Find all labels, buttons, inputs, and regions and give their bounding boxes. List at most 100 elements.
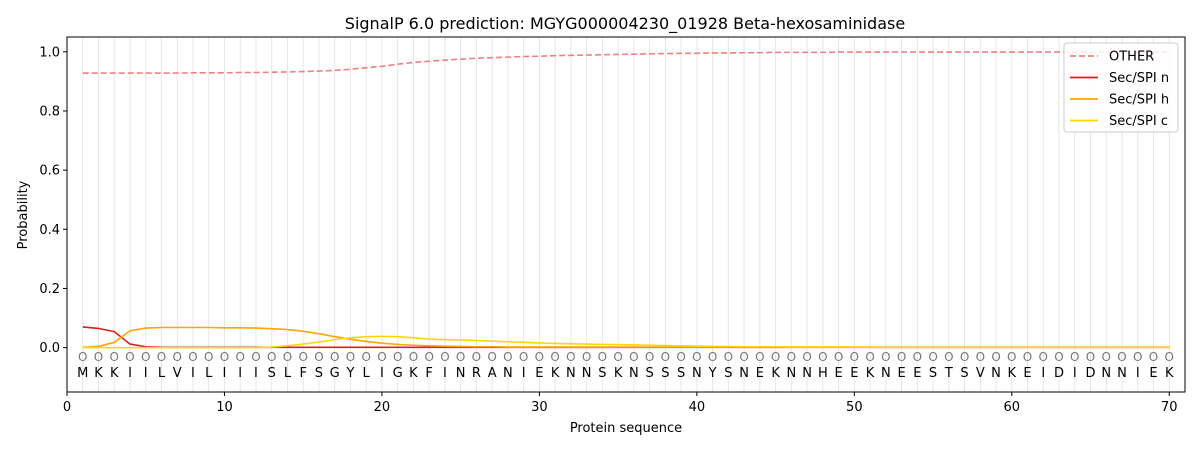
residue-marker: O (818, 350, 827, 364)
sequence-letter: I (380, 366, 384, 381)
sequence-letter: E (1023, 366, 1031, 381)
sequence-letter: A (488, 366, 497, 381)
residue-marker: O (235, 350, 244, 364)
sequence-letter: S (268, 366, 276, 381)
sequence-letter: G (330, 366, 340, 381)
sequence-letter: S (677, 366, 685, 381)
residue-marker: O (613, 350, 622, 364)
residue-marker: O (1133, 350, 1142, 364)
sequence-letter: I (443, 366, 447, 381)
sequence-letter: L (158, 366, 166, 381)
sequence-letter: N (503, 366, 513, 381)
residue-marker: O (424, 350, 433, 364)
x-tick-label: 40 (689, 400, 706, 415)
residue-marker: O (409, 350, 418, 364)
residue-marker: O (267, 350, 276, 364)
sequence-letter: I (1041, 366, 1045, 381)
legend-label-3: Sec/SPI c (1109, 114, 1168, 129)
sequence-letter: N (692, 366, 702, 381)
residue-marker: O (708, 350, 717, 364)
residue-marker: O (991, 350, 1000, 364)
sequence-letter: I (1073, 366, 1077, 381)
x-tick-label: 30 (531, 400, 548, 415)
residue-marker: O (629, 350, 638, 364)
sequence-letter: K (110, 366, 119, 381)
sequence-letter: E (535, 366, 543, 381)
x-axis-ticks: 0 10 20 30 40 50 60 70 (63, 392, 1178, 415)
residue-marker: O (739, 350, 748, 364)
sequence-letter: I (144, 366, 148, 381)
residue-marker: O (566, 350, 575, 364)
residue-marker: O (976, 350, 985, 364)
residue-marker: O (802, 350, 811, 364)
residue-marker: O (204, 350, 213, 364)
residue-marker: O (550, 350, 559, 364)
sequence-letter: I (128, 366, 132, 381)
residue-marker: O (472, 350, 481, 364)
x-tick-label: 20 (374, 400, 391, 415)
sequence-letter: K (866, 366, 875, 381)
series-line-0 (82, 51, 1170, 74)
plot-frame (66, 36, 1186, 393)
residue-marker: O (755, 350, 764, 364)
residue-marker: O (456, 350, 465, 364)
sequence-letter: K (1008, 366, 1017, 381)
residue-marker: O (928, 350, 937, 364)
residue-marker: O (220, 350, 229, 364)
sequence-letter: N (566, 366, 576, 381)
y-tick-label: 0.0 (39, 341, 60, 356)
residue-marker: O (897, 350, 906, 364)
residue-marker: O (94, 350, 103, 364)
residue-marker: O (661, 350, 670, 364)
residue-marker: O (582, 350, 591, 364)
y-tick-label: 0.6 (39, 164, 60, 179)
sequence-letter: S (598, 366, 606, 381)
sequence-letter: N (1117, 366, 1127, 381)
sequence-letter: V (976, 366, 985, 381)
residue-marker: O (881, 350, 890, 364)
sequence-letter: E (756, 366, 764, 381)
x-tick-label: 10 (216, 400, 233, 415)
sequence-letter: E (850, 366, 858, 381)
sequence-letter: L (205, 366, 213, 381)
grid-layer (82, 37, 1170, 392)
residue-marker: O (535, 350, 544, 364)
residue-marker: O (1023, 350, 1032, 364)
residue-marker: O (645, 350, 654, 364)
sequence-letter: E (1149, 366, 1157, 381)
sequence-letter: K (1165, 366, 1174, 381)
residue-marker: O (771, 350, 780, 364)
sequence-letter: S (315, 366, 323, 381)
sequence-letter: K (614, 366, 623, 381)
residue-marker: O (172, 350, 181, 364)
sequence-letter: H (818, 366, 828, 381)
residue-marker: O (1117, 350, 1126, 364)
residue-marker: O (676, 350, 685, 364)
sequence-letter: S (661, 366, 669, 381)
sequence-letter: L (284, 366, 292, 381)
residue-marker: O (1102, 350, 1111, 364)
residue-marker: O (188, 350, 197, 364)
sequence-letter: N (629, 366, 639, 381)
residue-marker: O (519, 350, 528, 364)
legend-label-1: Sec/SPI n (1109, 71, 1169, 86)
x-axis-title: Protein sequence (570, 421, 682, 436)
sequence-letter: F (299, 366, 306, 381)
residue-marker: O (125, 350, 134, 364)
sequence-letter: S (645, 366, 653, 381)
residue-marker: O (1039, 350, 1048, 364)
residue-marker: O (1054, 350, 1063, 364)
sequence-letter: K (771, 366, 780, 381)
sequence-letter: S (960, 366, 968, 381)
sequence-letter: I (223, 366, 227, 381)
sequence-letter: E (834, 366, 842, 381)
sequence-letter: D (1086, 366, 1096, 381)
sequence-letter: V (173, 366, 182, 381)
residue-marker: O (944, 350, 953, 364)
sequence-letter: N (881, 366, 891, 381)
residue-marker: O (1070, 350, 1079, 364)
residue-marker: O (1165, 350, 1174, 364)
